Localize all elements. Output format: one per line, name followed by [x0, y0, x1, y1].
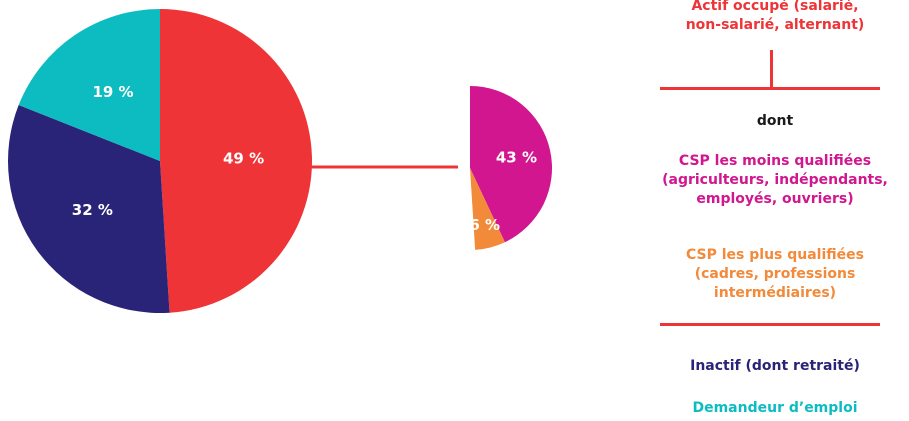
label-csp-moins: 43 %: [496, 149, 537, 167]
slice-csp-plus-qualifiees: [470, 168, 505, 250]
slice-inactif: [7, 105, 170, 314]
legend-demandeur: Demandeur d’emploi: [692, 400, 858, 416]
label-demandeur: 19 %: [92, 83, 133, 101]
legend-dont: dont: [756, 113, 794, 129]
legend-divider-top: [660, 87, 880, 90]
label-csp-plus: 6 %: [469, 216, 500, 234]
legend-csp-moins: CSP les moins qualifiées (agriculteurs, i…: [662, 153, 888, 207]
legend-connector: [770, 50, 773, 87]
slice-actif-occupe: [160, 9, 313, 313]
label-actif: 49 %: [223, 149, 264, 167]
legend-inactif: Inactif (dont retraité): [690, 358, 860, 374]
legend-divider-bottom: [660, 323, 880, 326]
legend-csp-plus: CSP les plus qualifiées (cadres, professi…: [686, 247, 864, 301]
label-inactif: 32 %: [72, 201, 113, 219]
legend-actif-occupe: Actif occupé (salarié, non-salarié, alter…: [685, 0, 865, 33]
slice-demandeur-emploi: [18, 9, 160, 161]
slice-csp-moins-qualifiees: [470, 86, 552, 243]
